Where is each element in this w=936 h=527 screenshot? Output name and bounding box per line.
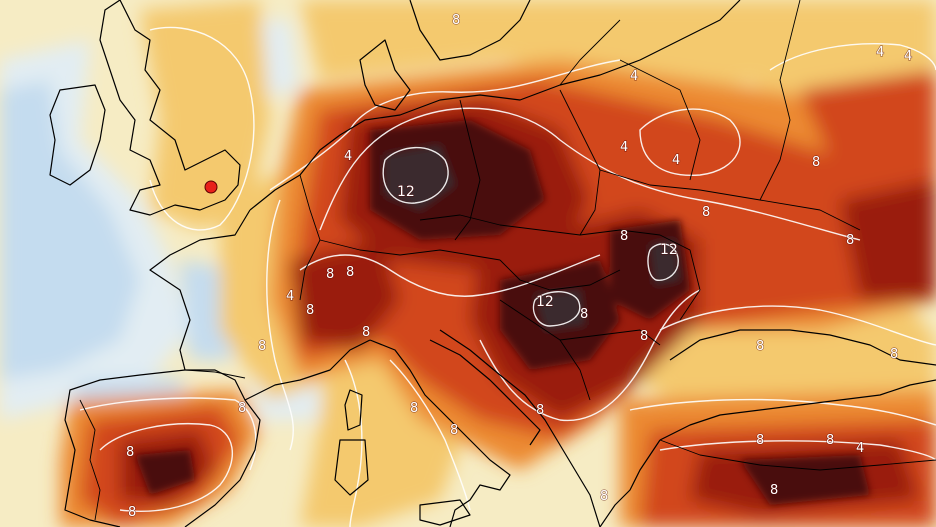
contour-label-4-switz: 4 (286, 289, 294, 304)
contour-label-4-northeast-2: 4 (904, 49, 912, 64)
warm-zone-uk (140, 0, 270, 230)
contour-line-4-east (639, 108, 741, 176)
contour-label-4-top: 4 (630, 69, 638, 84)
coastline-sicily (419, 499, 471, 526)
border-baltic (559, 19, 621, 86)
contour-label-8-switz: 8 (306, 303, 314, 318)
coastline-adriatic-east (439, 329, 601, 527)
hotter-zone-east (800, 70, 936, 200)
extreme-zone-spain (135, 450, 195, 495)
border-germany-poland (454, 99, 481, 241)
extreme-zone-turkey (740, 455, 870, 505)
contour-line-8-alps (299, 254, 601, 297)
contour-line-12-germany (382, 146, 449, 204)
contour-label-8-alps-2: 8 (346, 265, 354, 280)
contour-label-8-turkey: 8 (756, 433, 764, 448)
coastline-denmark (359, 39, 411, 111)
hottest-zone-russia (840, 180, 936, 300)
border-turkey (659, 439, 936, 471)
contour-lines (79, 26, 936, 527)
border-balkans-2 (559, 329, 661, 346)
contour-line-4-france (266, 199, 294, 451)
contour-line-4-spain (79, 397, 257, 471)
country-borders (79, 0, 936, 521)
contour-line-8-central (319, 107, 861, 241)
coastline-great-britain (99, 0, 241, 216)
contour-label-8-north: 8 (452, 13, 460, 28)
contour-line-8-spain (99, 423, 234, 512)
contour-label-8-black-sea-2: 8 (890, 347, 898, 362)
coastline-greece (599, 439, 661, 527)
contour-label-12-romania: 12 (660, 242, 678, 258)
border-ukraine (599, 169, 861, 231)
border-romania (619, 229, 701, 321)
contour-line-4-black-sea (659, 305, 936, 346)
coastlines (49, 0, 936, 527)
border-hungary (499, 259, 621, 291)
contour-label-4-east: 4 (620, 140, 628, 155)
peak-zone-romania (650, 240, 680, 285)
contour-label-8-alps: 8 (326, 267, 334, 282)
border-czech-slovakia (419, 214, 621, 236)
contour-label-12-germany: 12 (397, 184, 415, 200)
coastline-italy (369, 339, 541, 527)
contour-label-4-northeast: 4 (876, 45, 884, 60)
contour-line-8-italy (389, 359, 471, 511)
contour-line-4-northeast (769, 43, 936, 71)
contour-label-8-france-south: 8 (258, 339, 266, 354)
contour-label-8-turkey-3: 8 (770, 483, 778, 498)
contour-line-4-uk (149, 26, 255, 231)
contour-labels: 8 4 12 4 4 4 4 4 8 8 8 12 8 12 8 8 8 4 8… (125, 12, 912, 520)
contour-label-8-italy-north: 8 (362, 325, 370, 340)
coastline-france-south (244, 339, 371, 401)
coastline-scandinavia (409, 0, 531, 61)
contour-line-12-hungary (532, 291, 581, 327)
contour-label-4-france: 4 (344, 149, 352, 164)
contour-label-8-spain: 8 (126, 445, 134, 460)
coastline-north-europe (249, 0, 741, 211)
border-spain-portugal (79, 399, 101, 521)
contour-label-8-romania: 8 (620, 229, 628, 244)
contour-line-8-balkans (479, 289, 701, 422)
hottest-zone-alps (290, 240, 400, 350)
contour-label-8-greece: 8 (600, 489, 608, 504)
contour-label-8-spain-2: 8 (238, 401, 246, 416)
contour-label-8-russia: 8 (812, 155, 820, 170)
coastline-black-sea (659, 329, 936, 441)
border-spain-france (184, 369, 246, 379)
coastline-france-west (149, 209, 251, 371)
contour-label-8-balkans: 8 (536, 403, 544, 418)
cold-zone-atlantic (0, 80, 140, 380)
coastline-corsica (344, 389, 363, 431)
contour-label-8-turkey-2: 8 (826, 433, 834, 448)
border-russia (759, 0, 801, 201)
red-dot-marker (204, 180, 218, 194)
contour-label-8-spain-3: 8 (128, 505, 136, 520)
contour-line-4-italy-west (344, 359, 363, 527)
contour-label-8-ukraine: 8 (702, 205, 710, 220)
border-belarus (619, 59, 701, 181)
coastline-ireland (49, 84, 106, 186)
contour-label-12-hungary: 12 (536, 294, 554, 310)
contour-label-8-balkans-2: 8 (640, 329, 648, 344)
contour-line-12-romania (647, 243, 679, 281)
contour-label-8-hungary: 8 (580, 307, 588, 322)
contour-label-4-east-2: 4 (672, 153, 680, 168)
contour-line-8-turkey (659, 440, 936, 461)
contour-label-8-italy: 8 (410, 401, 418, 416)
contour-label-8-black-sea: 8 (756, 339, 764, 354)
contour-line-4-west (269, 59, 621, 191)
contour-label-8-russia-2: 8 (846, 233, 854, 248)
coastline-sardinia (334, 439, 369, 496)
border-alps (319, 239, 501, 261)
contour-label-8-italy-2: 8 (450, 423, 458, 438)
contour-label-4-turkey: 4 (856, 441, 864, 456)
